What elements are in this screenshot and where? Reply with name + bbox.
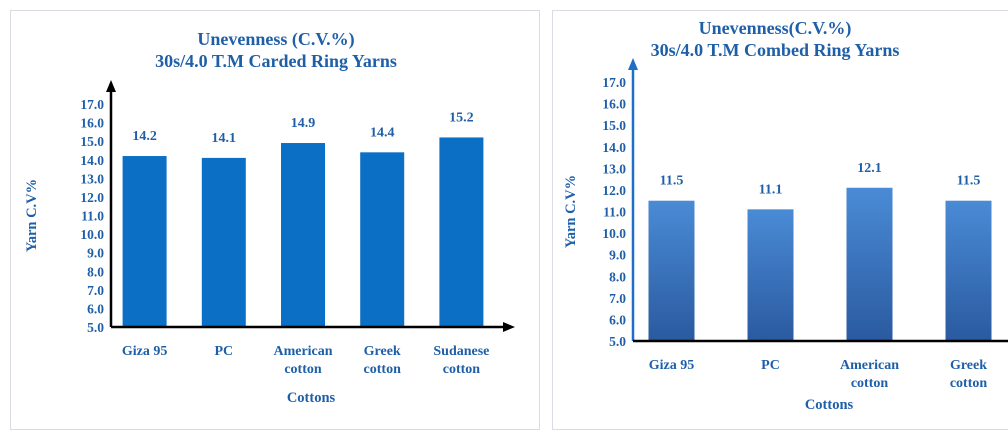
bar [122, 156, 167, 327]
category-label: Giza 95 [122, 344, 168, 359]
chart-panel-combed: Unevenness(C.V.%) 30s/4.0 T.M Combed Ring… [552, 10, 1008, 430]
y-tick-label: 12.0 [602, 183, 626, 198]
bar-data-label: 11.1 [759, 182, 783, 197]
y-tick-label: 5.0 [87, 320, 104, 335]
bar-data-label: 14.2 [132, 129, 157, 144]
bar-data-label: 14.9 [291, 116, 316, 131]
bar [360, 152, 405, 327]
x-axis-label: Cottons [805, 397, 854, 413]
bar-data-label: 14.4 [370, 125, 395, 140]
y-tick-label: 16.0 [602, 97, 626, 112]
category-label: American [273, 344, 332, 359]
category-label: cotton [364, 362, 402, 377]
y-tick-label: 6.0 [87, 301, 104, 316]
category-label: Greek [950, 358, 987, 373]
bar-data-label: 12.1 [857, 161, 882, 176]
y-tick-label: 15.0 [602, 118, 626, 133]
bar-data-label: 11.5 [957, 174, 981, 189]
bar [201, 157, 246, 327]
y-tick-label: 14.0 [80, 153, 104, 168]
bar-data-label: 15.2 [449, 110, 474, 125]
bar [846, 187, 893, 341]
y-tick-label: 9.0 [87, 246, 104, 261]
chart-title-line: Unevenness (C.V.%) [197, 29, 354, 50]
y-tick-label: 9.0 [609, 248, 626, 263]
y-tick-label: 8.0 [609, 269, 626, 284]
y-tick-label: 17.0 [602, 75, 626, 90]
bar [747, 209, 794, 341]
y-tick-label: 16.0 [80, 116, 104, 131]
category-label: cotton [950, 376, 988, 391]
y-tick-label: 11.0 [603, 205, 626, 220]
y-tick-label: 5.0 [609, 334, 626, 349]
category-label: Giza 95 [649, 358, 695, 373]
bar-data-label: 14.1 [212, 131, 237, 146]
category-label: PC [214, 344, 233, 359]
y-axis-label: Yarn C.V% [24, 179, 40, 252]
chart-title-line: 30s/4.0 T.M Carded Ring Yarns [155, 51, 397, 71]
x-axis-label: Cottons [287, 390, 336, 406]
y-tick-label: 8.0 [87, 264, 104, 279]
category-label: Greek [364, 344, 401, 359]
category-label: American [840, 358, 899, 373]
x-axis-arrow [503, 322, 515, 332]
chart-combed: Unevenness(C.V.%)30s/4.0 T.M Combed Ring… [563, 18, 1008, 413]
chart-title-line: Unevenness(C.V.%) [699, 18, 852, 39]
category-label: cotton [443, 362, 481, 377]
y-tick-label: 17.0 [80, 97, 104, 112]
y-axis-arrow [628, 58, 638, 70]
bar [648, 200, 695, 341]
chart-panel-carded: Unevenness (C.V.%) 30s/4.0 T.M Carded Rin… [10, 10, 540, 430]
y-tick-label: 12.0 [80, 190, 104, 205]
y-axis-label: Yarn C.V% [563, 175, 579, 248]
category-label: PC [761, 358, 780, 373]
category-label: Sudanese [433, 344, 489, 359]
y-tick-label: 13.0 [602, 161, 626, 176]
bar [439, 137, 484, 327]
category-label: cotton [851, 376, 889, 391]
bar-data-label: 11.5 [660, 174, 684, 189]
y-tick-label: 15.0 [80, 134, 104, 149]
y-tick-label: 13.0 [80, 171, 104, 186]
y-tick-label: 10.0 [80, 227, 104, 242]
bar [281, 143, 325, 327]
y-tick-label: 14.0 [602, 140, 626, 155]
y-axis-arrow [106, 80, 116, 92]
y-tick-label: 11.0 [81, 209, 104, 224]
bar [945, 200, 992, 341]
y-tick-label: 6.0 [609, 312, 626, 327]
category-label: cotton [284, 362, 322, 377]
chart-title-line: 30s/4.0 T.M Combed Ring Yarns [651, 40, 900, 60]
y-tick-label: 10.0 [602, 226, 626, 241]
chart-carded: Unevenness (C.V.%)30s/4.0 T.M Carded Rin… [24, 29, 515, 406]
y-tick-label: 7.0 [87, 283, 104, 298]
y-tick-label: 7.0 [609, 291, 626, 306]
